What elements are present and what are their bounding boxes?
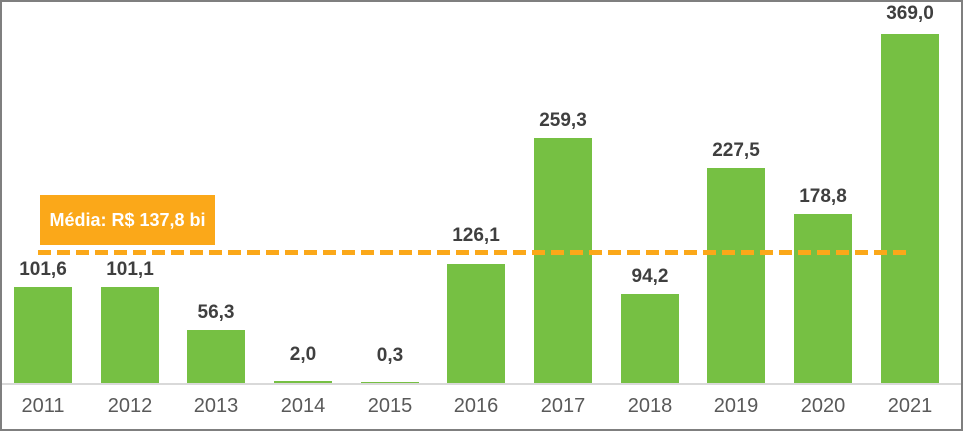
average-label-text: Média: R$ 137,8 bi — [49, 209, 206, 230]
bar-2014 — [274, 381, 332, 383]
value-label-2011: 101,6 — [19, 259, 67, 280]
value-label-2013: 56,3 — [197, 302, 235, 323]
value-label-2019: 227,5 — [712, 140, 760, 161]
x-axis-line — [2, 383, 961, 385]
bar-2018 — [621, 294, 679, 383]
x-tick-2018: 2018 — [627, 395, 673, 417]
x-tick-2014: 2014 — [280, 395, 326, 417]
average-label-badge: Média: R$ 137,8 bi — [40, 195, 215, 245]
average-line — [38, 250, 912, 255]
value-label-2014: 2,0 — [289, 344, 317, 365]
x-tick-2017: 2017 — [540, 395, 586, 417]
value-label-2017: 259,3 — [539, 110, 587, 131]
bar-2021 — [881, 34, 939, 383]
bar-2011 — [14, 287, 72, 383]
value-label-2012: 101,1 — [106, 259, 154, 280]
x-tick-2016: 2016 — [453, 395, 499, 417]
bar-2020 — [794, 214, 852, 383]
bar-2019 — [707, 168, 765, 383]
x-tick-2015: 2015 — [367, 395, 413, 417]
value-label-2021: 369,0 — [886, 3, 934, 24]
x-tick-2013: 2013 — [193, 395, 239, 417]
value-label-2018: 94,2 — [631, 266, 669, 287]
x-tick-2012: 2012 — [107, 395, 153, 417]
x-tick-2021: 2021 — [887, 395, 933, 417]
bar-2015 — [361, 382, 419, 383]
bar-2017 — [534, 138, 592, 383]
value-label-2016: 126,1 — [452, 225, 500, 246]
bar-2012 — [101, 287, 159, 383]
bar-2013 — [187, 330, 245, 383]
bar-2016 — [447, 264, 505, 383]
value-label-2020: 178,8 — [799, 186, 847, 207]
x-tick-2019: 2019 — [713, 395, 759, 417]
x-tick-2011: 2011 — [21, 395, 65, 417]
value-label-2015: 0,3 — [376, 345, 404, 366]
x-tick-2020: 2020 — [800, 395, 846, 417]
